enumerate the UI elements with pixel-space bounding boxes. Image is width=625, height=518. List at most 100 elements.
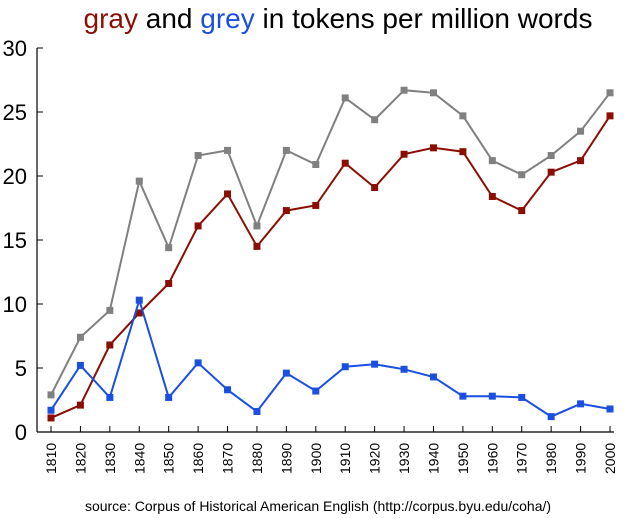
y-tick-label: 30 (3, 36, 27, 61)
data-point-grey (282, 369, 290, 377)
data-point-grey (429, 373, 437, 381)
data-point-grey (165, 393, 173, 401)
data-point-gray (606, 112, 614, 120)
data-point-gray (518, 207, 526, 215)
y-tick-label: 5 (15, 356, 27, 381)
series-layer (47, 86, 614, 422)
title-part-0: gray (84, 3, 138, 34)
data-point-total (577, 127, 585, 135)
data-point-total (253, 222, 261, 230)
data-point-grey (312, 387, 320, 395)
y-tick-label: 25 (3, 100, 27, 125)
series-total (47, 86, 614, 399)
data-point-gray (429, 144, 437, 152)
x-tick-label: 1970 (514, 443, 530, 474)
title-part-1: and (138, 3, 200, 34)
data-point-total (282, 146, 290, 154)
data-point-total (429, 89, 437, 97)
x-tick-label: 1980 (543, 443, 559, 474)
data-point-total (606, 89, 614, 97)
data-point-gray (106, 341, 114, 349)
data-point-grey (606, 405, 614, 413)
data-point-total (459, 112, 467, 120)
data-point-grey (76, 361, 84, 369)
data-point-gray (253, 242, 261, 250)
x-tick-label: 1820 (72, 443, 88, 474)
y-tick-label: 20 (3, 164, 27, 189)
data-point-grey (47, 406, 55, 414)
x-tick-label: 1840 (131, 443, 147, 474)
data-point-total (400, 86, 408, 94)
data-point-grey (194, 359, 202, 367)
chart-title: gray and grey in tokens per million word… (84, 3, 593, 34)
x-tick-label: 1950 (455, 443, 471, 474)
data-point-total (165, 244, 173, 252)
x-tick-label: 1860 (190, 443, 206, 474)
data-point-grey (371, 360, 379, 368)
data-point-total (518, 171, 526, 179)
data-point-gray (165, 280, 173, 288)
data-point-total (371, 116, 379, 124)
data-point-gray (547, 168, 555, 176)
series-line-total (50, 89, 611, 396)
data-point-total (341, 94, 349, 102)
series-gray (47, 112, 614, 422)
x-tick-label: 1830 (102, 443, 118, 474)
data-point-total (106, 306, 114, 314)
data-point-grey (224, 386, 232, 394)
y-axis-ticks: 0 5 10 15 20 25 30 (3, 36, 43, 445)
data-point-gray (488, 192, 496, 200)
data-point-total (547, 152, 555, 160)
title-part-3: in tokens per million words (255, 3, 593, 34)
data-point-grey (518, 393, 526, 401)
x-tick-label: 1960 (484, 443, 500, 474)
data-point-total (224, 146, 232, 154)
x-tick-label: 1940 (425, 443, 441, 474)
y-tick-label: 0 (15, 420, 27, 445)
data-point-total (488, 157, 496, 165)
axes (36, 48, 614, 433)
data-point-total (76, 333, 84, 341)
x-tick-label: 1880 (249, 443, 265, 474)
x-tick-label: 1920 (367, 443, 383, 474)
y-tick-label: 10 (3, 292, 27, 317)
data-point-gray (194, 222, 202, 230)
x-tick-label: 1850 (161, 443, 177, 474)
x-tick-label: 1910 (337, 443, 353, 474)
series-line-grey (50, 296, 611, 418)
data-point-gray (282, 207, 290, 215)
data-point-grey (341, 363, 349, 371)
data-point-total (135, 177, 143, 185)
x-tick-label: 1810 (43, 443, 59, 474)
data-point-grey (577, 400, 585, 408)
x-tick-label: 1930 (396, 443, 412, 474)
data-point-gray (224, 190, 232, 198)
y-tick-label: 15 (3, 228, 27, 253)
x-tick-label: 1870 (220, 443, 236, 474)
data-point-grey (106, 393, 114, 401)
data-point-grey (400, 365, 408, 373)
x-axis-ticks: 1810 1820 1830 1840 1850 1860 1870 1880 1890 1900… (43, 426, 618, 474)
data-point-gray (135, 309, 143, 317)
x-tick-label: 2000 (602, 443, 618, 474)
series-line-gray (50, 115, 611, 419)
data-point-gray (47, 414, 55, 422)
x-tick-label: 1890 (278, 443, 294, 474)
data-point-total (194, 152, 202, 160)
data-point-grey (488, 392, 496, 400)
data-point-gray (577, 157, 585, 165)
data-point-grey (547, 413, 555, 421)
x-tick-label: 1990 (573, 443, 589, 474)
data-point-grey (459, 392, 467, 400)
data-point-total (47, 391, 55, 399)
data-point-grey (135, 296, 143, 304)
data-point-gray (312, 201, 320, 209)
data-point-grey (253, 408, 261, 416)
data-point-gray (459, 148, 467, 156)
series-grey (47, 296, 614, 421)
data-point-gray (371, 184, 379, 192)
x-tick-label: 1900 (308, 443, 324, 474)
data-point-gray (400, 150, 408, 158)
data-point-gray (76, 401, 84, 409)
